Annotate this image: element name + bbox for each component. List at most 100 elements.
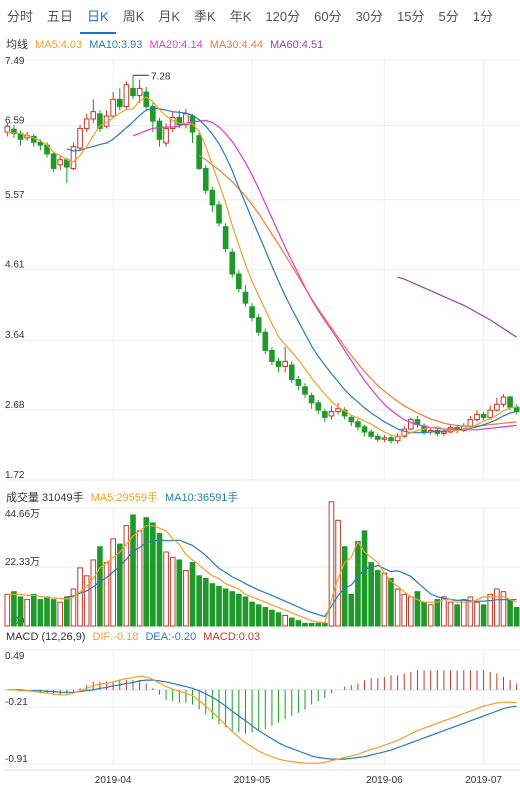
tab-30min[interactable]: 30分 (355, 9, 384, 24)
volume-bar (308, 622, 315, 627)
volume-bar (189, 562, 196, 627)
tab-5min[interactable]: 5分 (438, 9, 459, 24)
candle (70, 146, 77, 169)
volume-bar (500, 591, 507, 627)
volume-bar (209, 583, 216, 627)
candle (474, 413, 480, 421)
candle (295, 379, 302, 386)
candle (322, 411, 328, 418)
tab-intraday[interactable]: 分时 (7, 9, 34, 24)
candle (441, 431, 447, 434)
volume-legend-title: 成交量 31049手 (6, 492, 84, 504)
volume-bar (176, 559, 183, 627)
price-tick-label: 4.61 (5, 260, 25, 271)
candle (130, 87, 136, 97)
candle (83, 118, 90, 129)
ma60-line (397, 276, 518, 338)
candle (90, 111, 97, 120)
volume-legend: 成交量 31049手 MA5:29559手 MA10:36591手 (6, 489, 242, 505)
volume-tick-label: 22.33万 (5, 557, 40, 568)
volume-bar (401, 593, 408, 627)
tab-15min[interactable]: 15分 (397, 9, 425, 24)
volume-bar (70, 588, 77, 627)
ma5-legend: MA5:4.03 (35, 39, 83, 51)
candle (77, 127, 83, 149)
candle (209, 189, 216, 206)
candle (388, 437, 394, 442)
dif-legend: DIF:-0.18 (92, 631, 139, 643)
candle (480, 413, 487, 418)
tab-quarterly-k[interactable]: 季K (194, 9, 216, 24)
volume-bar (90, 559, 97, 627)
volume-bar (474, 601, 480, 627)
volume-bar (288, 617, 295, 627)
volume-bar (374, 570, 381, 627)
candle (110, 98, 116, 117)
volume-bar (156, 533, 163, 627)
volume-bar (216, 585, 222, 627)
volume-bar (355, 540, 361, 627)
volume-bar (11, 591, 17, 627)
candle (11, 128, 17, 135)
price-tick-label: 7.49 (5, 56, 25, 67)
tab-60min[interactable]: 60分 (314, 9, 342, 24)
volume-bar (513, 607, 520, 627)
volume-bar (136, 530, 143, 627)
volume-bar (421, 601, 427, 627)
macd-legend-title: MACD (12,26,9) (6, 631, 86, 643)
candle (275, 360, 282, 367)
ma10-legend: MA10:3.93 (89, 39, 143, 51)
candle (97, 113, 103, 129)
candle (183, 113, 189, 126)
volume-bar (454, 604, 460, 627)
ma10-line (66, 107, 517, 434)
tab-120min[interactable]: 120分 (265, 9, 301, 24)
tab-1min[interactable]: 1分 (472, 9, 493, 24)
volume-bar (262, 607, 269, 627)
volume-bar (196, 575, 202, 627)
volume-bar (348, 593, 355, 627)
candle (4, 125, 11, 133)
volume-bar (77, 567, 83, 627)
tab-yearly-k[interactable]: 年K (229, 9, 252, 24)
candle (288, 364, 295, 381)
volume-bar (242, 596, 249, 627)
candle (262, 331, 269, 351)
ma60-legend: MA60:4.51 (270, 39, 324, 51)
volume-tick-label: 44.66万 (5, 509, 40, 520)
candle (216, 204, 222, 224)
volume-bar (30, 593, 37, 627)
volume-bar (388, 577, 394, 627)
volume-bar (17, 596, 24, 627)
candle (368, 431, 374, 437)
date-tick-label: 2019-06 (366, 775, 403, 786)
tab-monthly-k[interactable]: 月K (158, 9, 181, 24)
price-tick-label: 6.59 (5, 116, 25, 127)
candle (37, 141, 44, 146)
volume-bar (236, 593, 242, 627)
candle (150, 106, 156, 122)
volume-bar (480, 604, 487, 627)
macd-tick-label: -0.21 (5, 697, 28, 708)
volume-ma10-line (66, 539, 517, 618)
tab-five-day[interactable]: 五日 (47, 9, 74, 24)
candle (507, 396, 513, 408)
volume-bar (447, 601, 454, 627)
volume-bar (414, 591, 421, 627)
price-tick-label: 5.57 (5, 190, 25, 201)
volume-bar (460, 599, 467, 627)
candle (282, 360, 288, 367)
tab-daily-k[interactable]: 日K (80, 0, 116, 34)
volume-bar (441, 596, 447, 627)
candle (176, 117, 183, 126)
macd-value-legend: MACD:0.03 (203, 631, 261, 643)
tab-weekly-k[interactable]: 周K (122, 9, 145, 24)
ma-legend-title: 均线 (6, 39, 28, 51)
candle (50, 153, 57, 169)
date-tick-label: 2019-05 (234, 775, 271, 786)
price-tick-label: 1.72 (5, 470, 25, 481)
candle (500, 396, 507, 405)
volume-bar (381, 572, 388, 627)
volume-bar (202, 577, 209, 627)
